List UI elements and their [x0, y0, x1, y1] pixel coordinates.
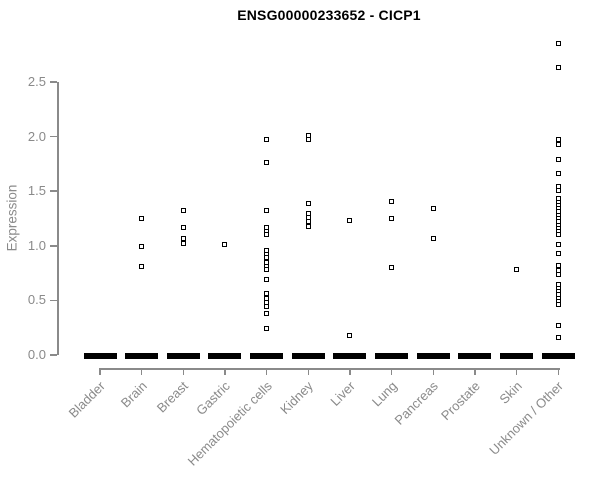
y-axis-line [57, 82, 59, 355]
x-tick [224, 368, 226, 375]
zero-cluster-bar [375, 353, 409, 359]
data-point [347, 218, 353, 224]
x-tick [307, 368, 310, 375]
y-tick [50, 354, 57, 356]
x-tick [182, 368, 185, 375]
y-tick [50, 245, 57, 247]
data-point [180, 224, 186, 230]
data-point [555, 262, 561, 268]
data-point [264, 277, 270, 283]
y-tick-label: 2.5 [27, 74, 46, 89]
data-point [555, 41, 561, 47]
data-point [347, 332, 353, 338]
data-point [555, 157, 561, 163]
data-point [430, 206, 436, 212]
data-point [389, 198, 395, 204]
y-tick-label: 0.0 [27, 347, 46, 362]
data-point [264, 311, 270, 316]
data-point [139, 244, 145, 250]
zero-cluster-bar [291, 353, 325, 359]
data-point [305, 137, 311, 143]
x-axis-line [98, 368, 560, 370]
x-tick [557, 368, 560, 375]
data-point [264, 232, 270, 238]
y-tick-label: 2.0 [27, 128, 46, 144]
zero-cluster-bar [250, 353, 284, 359]
y-tick-label: 1.5 [27, 183, 46, 199]
data-point [555, 65, 561, 71]
data-point [389, 265, 395, 271]
data-point [430, 235, 436, 241]
data-point [180, 208, 186, 214]
data-point [222, 242, 228, 248]
y-tick [50, 190, 57, 192]
zero-cluster-bar [83, 353, 117, 359]
data-point [264, 304, 270, 310]
x-tick [140, 368, 143, 375]
zero-cluster-bar [333, 353, 367, 359]
data-point [264, 208, 270, 214]
data-point [180, 235, 186, 241]
x-tick [265, 368, 268, 375]
zero-cluster-bar [541, 353, 575, 359]
zero-cluster-bar [166, 353, 200, 359]
data-point [555, 323, 561, 329]
zero-cluster-bar [458, 353, 492, 359]
y-tick [50, 81, 57, 83]
data-point [555, 302, 561, 308]
data-point [305, 223, 311, 229]
zero-cluster-bar [500, 353, 534, 359]
data-point [264, 160, 270, 166]
zero-cluster-bar [125, 353, 159, 359]
data-point [514, 267, 520, 273]
data-point [555, 171, 561, 177]
chart-title: ENSG00000233652 - CICP1 [237, 7, 421, 23]
data-point [555, 250, 561, 256]
data-point [264, 267, 270, 273]
x-tick [349, 368, 351, 375]
data-point [555, 335, 561, 341]
data-point [264, 137, 270, 143]
y-tick-label: 0.5 [27, 292, 46, 308]
x-tick [432, 368, 435, 375]
data-point [389, 216, 395, 221]
y-tick [50, 299, 57, 302]
data-point [555, 271, 561, 277]
zero-cluster-bar [208, 353, 242, 359]
zero-cluster-bar [416, 353, 450, 359]
data-point [555, 141, 561, 147]
data-point [305, 200, 311, 206]
x-tick [390, 368, 393, 375]
x-tick [99, 368, 101, 375]
x-tick [515, 368, 518, 375]
y-tick [50, 135, 57, 138]
data-point [555, 187, 561, 193]
data-point [139, 216, 145, 221]
data-point [555, 242, 561, 248]
y-tick-label: 1.0 [27, 237, 46, 253]
x-tick [474, 368, 476, 375]
data-point [264, 326, 270, 332]
data-point [180, 241, 186, 247]
data-point [555, 232, 561, 238]
data-point [139, 264, 145, 270]
